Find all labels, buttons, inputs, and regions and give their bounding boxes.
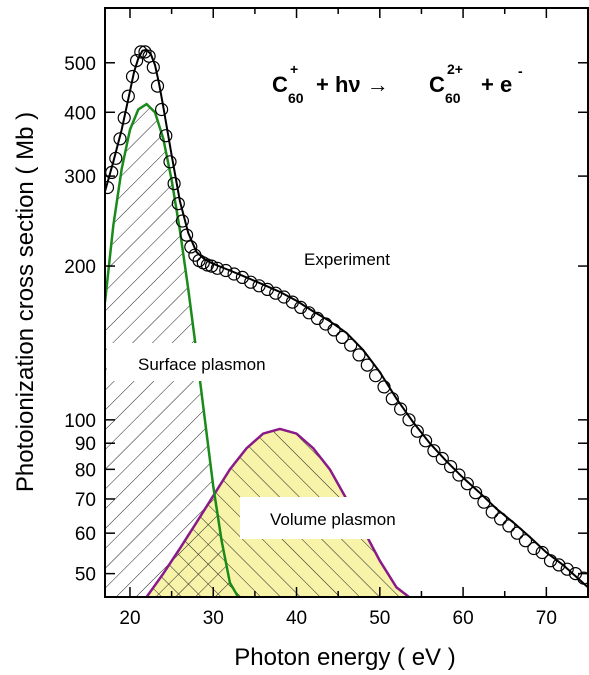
x-tick-label: 60 [453, 608, 474, 629]
experiment-point [419, 434, 433, 448]
eq-electron: + e [481, 72, 512, 97]
surface-plasmon-label: Surface plasmon [138, 355, 266, 374]
experiment-point [518, 534, 533, 548]
x-tick-label: 40 [286, 608, 307, 629]
experiment-point [155, 102, 169, 117]
eq-electron-sup: - [518, 63, 523, 79]
y-tick-label: 400 [64, 103, 96, 124]
x-axis-title: Photon energy ( eV ) [234, 644, 455, 671]
eq-photon: + hν → [316, 72, 389, 97]
experiment-point [327, 323, 341, 337]
experiment-point [535, 545, 549, 560]
y-axis-title: Photoionization cross section ( Mb ) [12, 112, 39, 492]
experiment-point [167, 177, 181, 191]
y-tick-label: 80 [75, 460, 96, 481]
eq-reactant: C [272, 72, 288, 97]
reaction-equation: C + 60 + hν → C 2+ 60 + e - [272, 61, 523, 106]
experiment-point [335, 330, 349, 344]
surface-label-box [107, 343, 297, 381]
experiment-point [469, 486, 483, 500]
x-tick-label: 50 [369, 608, 390, 629]
x-tick-label: 30 [203, 608, 224, 629]
experiment-point [460, 477, 474, 491]
fit-curve [105, 48, 588, 589]
experiment-point [117, 111, 131, 125]
surface-plasmon-curve [105, 102, 240, 597]
experiment-point [142, 49, 156, 63]
experiment-point [444, 460, 458, 474]
experiment-point [427, 444, 441, 458]
x-tick-label: 20 [119, 608, 140, 629]
experiment-point [344, 338, 358, 352]
volume-plasmon-curve [145, 427, 410, 597]
y-tick-label: 100 [64, 411, 96, 432]
eq-reactant-sub: 60 [288, 90, 304, 106]
experiment-point [435, 451, 449, 466]
y-tick-label: 90 [75, 434, 96, 455]
plot-frame [104, 7, 589, 598]
experiment-point [560, 562, 574, 576]
experiment-point [352, 348, 366, 362]
experiment-point [175, 214, 189, 228]
eq-product-sup: 2+ [447, 61, 463, 77]
y-tick-label: 300 [64, 167, 96, 188]
experiment-point [527, 541, 541, 556]
experiment-point [452, 468, 466, 482]
eq-reactant-sup: + [290, 61, 298, 77]
volume-label-box [240, 497, 438, 539]
experiment-point [150, 79, 165, 93]
volume-plasmon-label: Volume plasmon [270, 510, 396, 529]
x-tick-label: 70 [536, 608, 557, 629]
eq-product-sub: 60 [445, 90, 461, 106]
experiment-point [402, 413, 416, 427]
eq-product: C [429, 72, 445, 97]
experiment-point [410, 424, 424, 438]
y-tick-label: 70 [75, 490, 96, 511]
experiment-point [159, 129, 173, 143]
experiment-point [552, 558, 566, 572]
y-tick-label: 60 [75, 524, 96, 545]
experiment-point [134, 45, 148, 59]
experiment-label: Experiment [304, 250, 390, 269]
experiment-point [138, 45, 152, 59]
experiment-point [163, 155, 177, 169]
y-tick-label: 500 [64, 54, 96, 75]
y-tick-label: 50 [75, 565, 96, 586]
y-tick-label: 200 [64, 257, 96, 278]
